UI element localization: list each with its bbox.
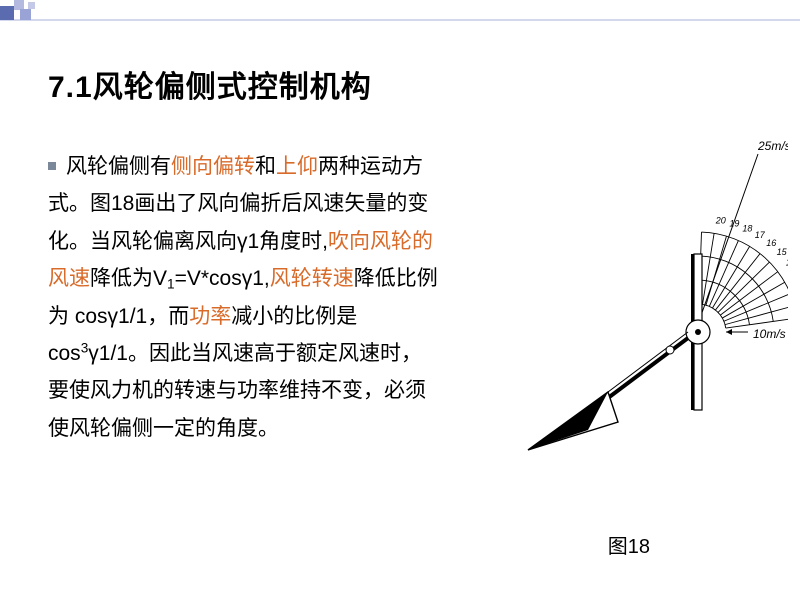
svg-text:10m/s: 10m/s bbox=[753, 327, 786, 341]
svg-text:14: 14 bbox=[786, 258, 788, 268]
bullet-icon bbox=[48, 162, 56, 170]
svg-text:25m/s: 25m/s bbox=[757, 139, 788, 153]
slide-heading: 7.1风轮偏侧式控制机构 bbox=[48, 62, 372, 106]
slide-decoration bbox=[0, 0, 800, 20]
body-text: 风轮偏侧有侧向偏转和上仰两种运动方式。图18画出了风向偏折后风速矢量的变化。当风… bbox=[48, 148, 438, 447]
svg-text:18: 18 bbox=[742, 223, 752, 233]
svg-text:16: 16 bbox=[766, 238, 776, 248]
svg-text:17: 17 bbox=[755, 230, 766, 240]
figure-caption: 图18 bbox=[608, 530, 650, 559]
svg-text:15: 15 bbox=[777, 247, 788, 257]
figure-diagram: 2019181716151413121125m/s10m/s bbox=[458, 132, 788, 512]
svg-text:20: 20 bbox=[715, 215, 726, 225]
